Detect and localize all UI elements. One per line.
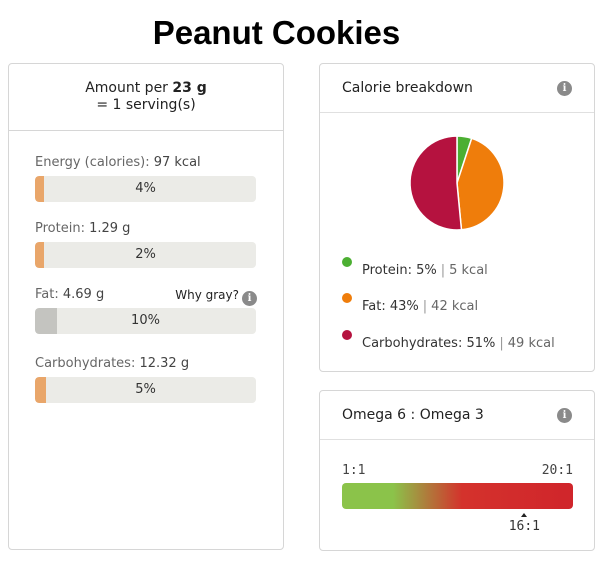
nutrient-percent: 5% xyxy=(135,382,156,397)
why-gray-link[interactable]: Why gray? i xyxy=(175,286,257,306)
nutrient-percent: 4% xyxy=(135,181,156,196)
nutrient-bar-fill xyxy=(35,377,47,403)
legend-dot xyxy=(342,293,352,303)
nutrition-card: Amount per 23 g = 1 serving(s) Energy (c… xyxy=(8,63,284,550)
nutrient-label: Carbohydrates: 12.32 g xyxy=(35,356,190,371)
omega-ratio-header: Omega 6 : Omega 3 i xyxy=(320,391,594,440)
serving-header: Amount per 23 g = 1 serving(s) xyxy=(9,64,283,131)
nutrient-bar-fill xyxy=(35,242,44,268)
omega-ratio-bar xyxy=(342,483,573,509)
nutrient-bar-fill xyxy=(35,176,44,202)
omega-scale-max: 20:1 xyxy=(541,463,573,478)
pie-slice-1 xyxy=(456,137,505,231)
omega-scale-min: 1:1 xyxy=(342,463,366,478)
nutrient-energy: Energy (calories): 97 kcal 4% xyxy=(35,154,257,202)
nutrient-protein: Protein: 1.29 g 2% xyxy=(35,220,257,268)
nutrient-percent: 10% xyxy=(131,313,160,328)
nutrient-fat: Fat: 4.69 g Why gray? i 10% xyxy=(35,286,257,334)
calorie-breakdown-header: Calorie breakdown i xyxy=(320,64,594,113)
nutrient-carbohydrates: Carbohydrates: 12.32 g 5% xyxy=(35,355,257,403)
nutrient-bar-fill xyxy=(35,308,58,334)
serving-line-1: Amount per 23 g xyxy=(9,80,283,97)
omega-ratio-title: Omega 6 : Omega 3 xyxy=(342,407,484,423)
omega-ratio-card: Omega 6 : Omega 3 i 1:1 20:1 16:1 xyxy=(319,390,595,551)
serving-line-2: = 1 serving(s) xyxy=(96,97,196,113)
nutrient-bar: 4% xyxy=(35,176,256,202)
info-icon[interactable]: i xyxy=(242,291,257,306)
info-icon[interactable]: i xyxy=(557,408,572,423)
legend-dot xyxy=(342,330,352,340)
pie-slice-2 xyxy=(409,135,463,231)
calorie-pie-chart xyxy=(409,135,505,231)
omega-ratio-value: 16:1 xyxy=(508,519,541,534)
calorie-breakdown-title: Calorie breakdown xyxy=(342,80,473,96)
nutrient-bar: 5% xyxy=(35,377,256,403)
omega-scale-labels: 1:1 20:1 xyxy=(342,463,573,478)
nutrient-label: Fat: 4.69 g Why gray? i xyxy=(35,286,257,306)
omega-ratio-marker xyxy=(521,513,528,517)
nutrient-label: Energy (calories): 97 kcal xyxy=(35,155,201,170)
nutrient-bar: 10% xyxy=(35,308,256,334)
serving-amount: 23 g xyxy=(172,80,207,96)
info-icon[interactable]: i xyxy=(557,81,572,96)
legend-dot xyxy=(342,257,352,267)
serving-prefix: Amount per xyxy=(85,80,173,96)
nutrient-label: Protein: 1.29 g xyxy=(35,221,131,236)
page-title: Peanut Cookies xyxy=(152,14,401,51)
nutrient-bar: 2% xyxy=(35,242,256,268)
nutrient-percent: 2% xyxy=(135,247,156,262)
calorie-breakdown-card: Calorie breakdown i Protein: 5% | 5 kcal F… xyxy=(319,63,595,372)
